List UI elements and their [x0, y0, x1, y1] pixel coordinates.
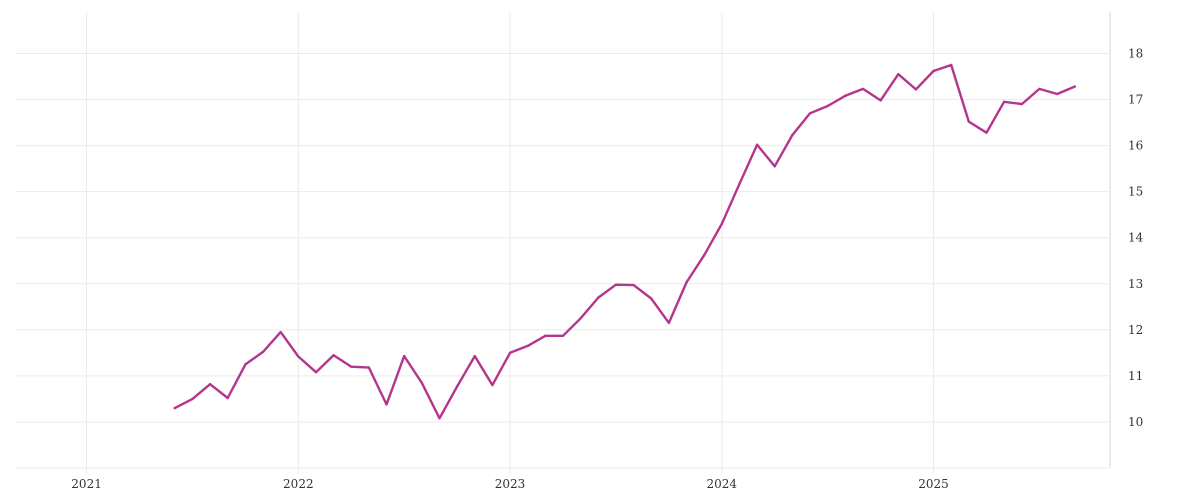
data-point	[844, 94, 847, 98]
y-tick-label: 12	[1128, 323, 1143, 337]
data-point	[244, 363, 247, 366]
grid	[16, 12, 1110, 474]
x-tick-label: 2021	[71, 477, 102, 491]
data-point	[861, 87, 865, 91]
x-tick-label: 2022	[283, 477, 314, 491]
data-point	[720, 222, 724, 226]
data-point	[579, 317, 582, 320]
y-tick-label: 15	[1128, 185, 1143, 199]
data-point	[1020, 102, 1023, 106]
data-point	[402, 354, 406, 358]
data-point	[897, 72, 900, 76]
data-point	[650, 297, 653, 300]
data-point	[332, 353, 335, 357]
data-point	[455, 385, 459, 388]
data-point	[473, 354, 476, 358]
data-point	[367, 366, 371, 369]
data-point	[226, 396, 229, 400]
data-point	[191, 397, 194, 401]
data-point	[985, 131, 988, 134]
y-tick-label: 13	[1128, 277, 1143, 291]
data-point	[1055, 92, 1059, 96]
data-point	[632, 283, 635, 287]
tick-labels: 10 11 12 13 14 15 16 17 18 2021 2022 2023 2024 2025	[71, 46, 1143, 491]
x-tick-label: 2024	[707, 477, 738, 491]
data-point	[526, 344, 529, 348]
series	[173, 63, 1076, 420]
data-point	[826, 104, 829, 108]
y-tick-label: 10	[1128, 415, 1143, 429]
data-point	[561, 334, 565, 338]
data-point	[261, 350, 265, 354]
data-point	[385, 403, 388, 406]
data-point	[614, 283, 618, 286]
data-point	[544, 334, 547, 338]
data-point	[879, 99, 882, 102]
series-line	[173, 63, 1076, 420]
data-point	[685, 281, 688, 284]
data-point	[667, 321, 671, 325]
data-point	[932, 69, 935, 73]
data-point	[173, 406, 177, 410]
data-point	[967, 120, 971, 123]
data-point	[755, 143, 759, 146]
y-tick-label: 18	[1128, 46, 1143, 60]
data-point	[1002, 100, 1006, 104]
x-tick-label: 2025	[918, 477, 949, 491]
y-tick-label: 11	[1128, 369, 1143, 383]
data-point	[491, 383, 494, 387]
data-point	[350, 365, 353, 368]
data-point	[773, 165, 776, 168]
data-point	[508, 351, 512, 355]
data-point	[1038, 87, 1041, 91]
data-point	[702, 254, 706, 257]
data-point	[208, 382, 212, 386]
data-point	[279, 330, 282, 334]
data-point	[914, 88, 918, 91]
data-point	[597, 296, 600, 299]
data-point	[949, 63, 953, 67]
data-point	[738, 182, 741, 186]
data-point	[808, 112, 812, 115]
data-point	[438, 417, 441, 420]
y-tick-label: 17	[1128, 93, 1143, 107]
data-point	[1073, 85, 1076, 88]
x-tick-label: 2023	[495, 477, 526, 491]
data-point	[791, 133, 794, 137]
y-tick-label: 16	[1128, 139, 1143, 153]
data-point	[297, 355, 300, 358]
data-point	[420, 381, 424, 384]
data-point	[314, 370, 318, 374]
y-tick-label: 14	[1128, 231, 1144, 245]
